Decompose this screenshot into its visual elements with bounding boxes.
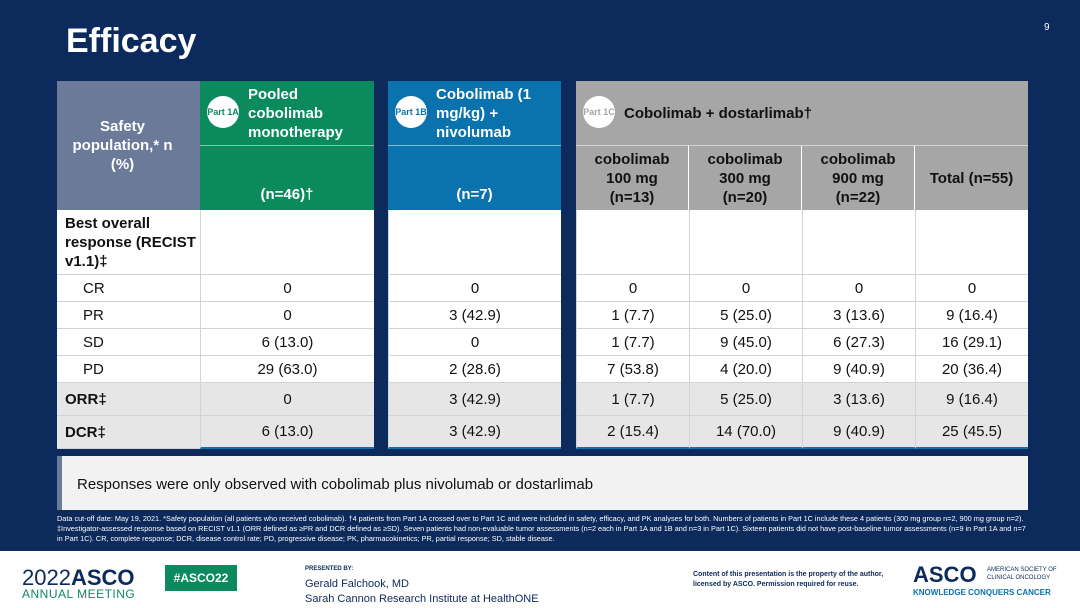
asco-tagline: KNOWLEDGE CONQUERS CANCER [913, 588, 1051, 597]
table-cell: 25 (45.5) [915, 416, 1028, 449]
group-title: Pooled cobolimab monotherapy [248, 85, 344, 141]
page-number: 9 [1044, 22, 1050, 33]
group-title: Cobolimab + dostarlimab† [624, 104, 812, 122]
table-cell: 0 [915, 275, 1028, 302]
table-cell: 1 (7.7) [576, 302, 689, 329]
page-title: Efficacy [66, 22, 197, 60]
summary-box: Responses were only observed with coboli… [57, 456, 1028, 510]
table-cell: 2 (15.4) [576, 416, 689, 449]
table-cell: 29 (63.0) [200, 356, 374, 383]
sub-column-header: cobolimab 100 mg (n=13) [576, 146, 689, 210]
table-cell [802, 210, 915, 275]
table-cell: 4 (20.0) [689, 356, 802, 383]
table-cell: 6 (13.0) [200, 329, 374, 356]
table-cell: 3 (13.6) [802, 383, 915, 416]
table-cell: 5 (25.0) [689, 383, 802, 416]
presenter-name: Gerald Falchook, MD [305, 578, 409, 590]
presenter-institution: Sarah Cannon Research Institute at Healt… [305, 593, 539, 605]
meeting-subtitle: ANNUAL MEETING [22, 587, 136, 601]
group-n: (n=46)† [200, 146, 374, 210]
sub-column-header: Total (n=55) [915, 146, 1028, 210]
table-cell: 1 (7.7) [576, 383, 689, 416]
table-cell: 6 (27.3) [802, 329, 915, 356]
group-header: Part 1C Cobolimab + dostarlimab† [576, 81, 1028, 146]
table-cell: 14 (70.0) [689, 416, 802, 449]
row-label: PR [57, 302, 200, 329]
table-cell: 7 (53.8) [576, 356, 689, 383]
copyright-notice: Content of this presentation is the prop… [693, 571, 884, 588]
group-title: Cobolimab (1 mg/kg) + nivolumab [436, 85, 532, 141]
table-cell: 5 (25.0) [689, 302, 802, 329]
row-label: DCR‡ [57, 416, 200, 449]
table-cell: 0 [689, 275, 802, 302]
table-cell: 0 [200, 383, 374, 416]
group-header: Part 1A Pooled cobolimab monotherapy [200, 81, 374, 146]
table-cell: 2 (28.6) [388, 356, 561, 383]
row-label: SD [57, 329, 200, 356]
table-cell [915, 210, 1028, 275]
table-cell: 9 (45.0) [689, 329, 802, 356]
table-cell: 3 (42.9) [388, 416, 561, 449]
footer-bar: 2022ASCO ANNUAL MEETING #ASCO22 PRESENTE… [0, 551, 1080, 608]
part-badge: Part 1B [395, 96, 427, 128]
sub-column-header: cobolimab 300 mg (n=20) [689, 146, 802, 210]
meeting-logo: 2022ASCO [22, 565, 135, 590]
table-cell: 3 (42.9) [388, 383, 561, 416]
asco-org-name: AMERICAN SOCIETY OF CLINICAL ONCOLOGY [987, 567, 1057, 581]
row-label: ORR‡ [57, 383, 200, 416]
table-cell: 3 (42.9) [388, 302, 561, 329]
row-label: Best overall response (RECIST v1.1)‡ [57, 210, 200, 275]
table-cell: 0 [200, 275, 374, 302]
table-cell: 0 [576, 275, 689, 302]
presented-by-label: PRESENTED BY: [305, 566, 354, 572]
sub-column-header: cobolimab 900 mg (n=22) [802, 146, 915, 210]
table-cell: 9 (40.9) [802, 416, 915, 449]
table-cell: 0 [200, 302, 374, 329]
hashtag-badge: #ASCO22 [165, 565, 237, 591]
part-badge: Part 1A [207, 96, 239, 128]
row-label: PD [57, 356, 200, 383]
table-cell: 9 (16.4) [915, 383, 1028, 416]
table-cell [200, 210, 374, 275]
table-cell: 0 [802, 275, 915, 302]
group-n: (n=7) [388, 146, 561, 210]
table-cell [576, 210, 689, 275]
table-cell: 1 (7.7) [576, 329, 689, 356]
table-cell: 0 [388, 329, 561, 356]
table-cell: 9 (40.9) [802, 356, 915, 383]
table-cell: 6 (13.0) [200, 416, 374, 449]
table-cell: 9 (16.4) [915, 302, 1028, 329]
table-cell: 16 (29.1) [915, 329, 1028, 356]
footnote: Data cut-off date: May 19, 2021. *Safety… [57, 514, 1026, 543]
table-cell [388, 210, 561, 275]
table-cell: 3 (13.6) [802, 302, 915, 329]
table-cell: 20 (36.4) [915, 356, 1028, 383]
table-cell: 0 [388, 275, 561, 302]
group-header: Part 1B Cobolimab (1 mg/kg) + nivolumab [388, 81, 561, 146]
part-badge: Part 1C [583, 96, 615, 128]
row-label: CR [57, 275, 200, 302]
table-cell [689, 210, 802, 275]
asco-logo: ASCO [913, 562, 977, 587]
row-header: Safety population,* n (%) [57, 81, 200, 210]
